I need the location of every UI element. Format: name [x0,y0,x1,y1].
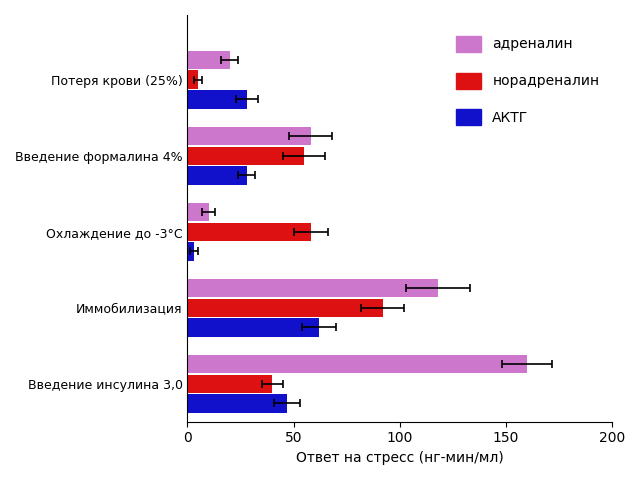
Bar [188,374,273,393]
Bar [188,242,194,261]
Bar [188,299,383,317]
Bar [188,51,230,69]
Bar [188,395,287,413]
Bar [188,223,310,241]
Bar [188,355,527,373]
Bar [188,146,304,165]
Bar [188,166,247,184]
Bar [188,127,310,145]
Bar [188,71,198,89]
Bar [188,318,319,336]
Bar [188,203,209,221]
Legend: адреналин, норадреналин, АКТГ: адреналин, норадреналин, АКТГ [451,30,605,131]
Bar [188,279,438,297]
X-axis label: Ответ на стресс (нг-мин/мл): Ответ на стресс (нг-мин/мл) [296,451,504,465]
Bar [188,90,247,108]
